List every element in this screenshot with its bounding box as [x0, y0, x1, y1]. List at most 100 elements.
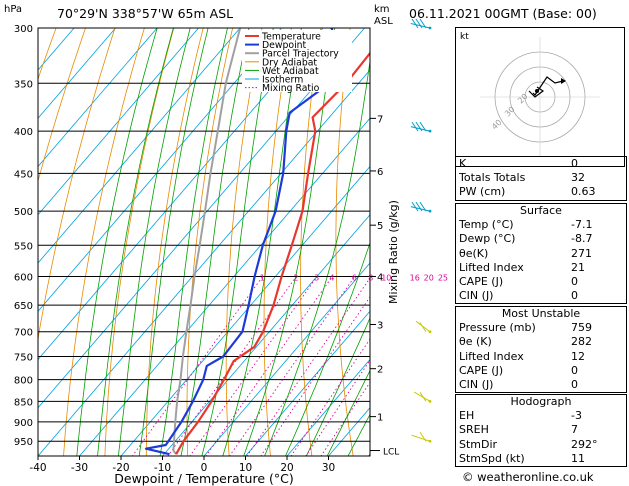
x-tick-label: -20 — [112, 462, 129, 474]
wind-barb-feather — [415, 18, 423, 29]
index-label: Totals Totals — [459, 171, 526, 185]
axes: 1 2 3 4 6 8 10 16 20 2530035040045050055060065070… — [14, 24, 448, 486]
km-tick-label: 7 — [377, 114, 383, 125]
mixing-ratio-label: 2 — [293, 273, 298, 282]
mixing-ratio-label: 20 — [424, 273, 434, 282]
wind-barb-station — [428, 439, 432, 443]
isotherm-line — [162, 214, 370, 456]
x-tick-label: 0 — [201, 462, 208, 474]
isotherm-line — [38, 69, 370, 456]
surface-label: CIN (J) — [459, 289, 494, 303]
hodograph-arrowhead — [561, 78, 566, 84]
location-title: 70°29'N 338°57'W 65m ASL — [57, 6, 234, 21]
surface-value: 271 — [571, 246, 592, 260]
pressure-tick-label: 750 — [14, 352, 33, 363]
mixing-ratio-line — [205, 276, 333, 456]
wind-barb-feather — [415, 201, 423, 212]
hodo-value: -3 — [571, 409, 582, 423]
km-unit-label: km — [374, 4, 390, 15]
surface-table: Surface Temp (°C) -7.1 Dewp (°C) -8.7 θe(K… — [455, 203, 627, 305]
pressure-tick-label: 450 — [14, 169, 33, 180]
pressure-tick-label: 500 — [14, 207, 33, 218]
wind-barb-feather — [419, 392, 427, 402]
isotherm-line — [38, 28, 158, 168]
legend-entry: Parcel Trajectory — [262, 49, 339, 60]
wind-barb-station — [428, 129, 432, 133]
x-tick-label: 10 — [239, 462, 252, 474]
index-label: K — [459, 157, 467, 170]
km-tick-label: 6 — [377, 167, 383, 178]
isotherm-line — [38, 28, 241, 264]
mu-label: CAPE (J) — [459, 363, 504, 377]
hodograph-table: Hodograph EH -3 SREH 7 StmDir 292° StmSpd (… — [455, 394, 627, 468]
hodo-value: 7 — [571, 423, 578, 437]
wind-barb-feather — [419, 18, 427, 29]
mixing-ratio-label: 8 — [368, 273, 373, 282]
isotherm-line — [38, 28, 324, 361]
credit-link[interactable]: © weatheronline.co.uk — [462, 470, 594, 484]
km-tick-label: 5 — [377, 221, 383, 232]
isotherm-line — [286, 358, 370, 456]
x-tick-label: 30 — [322, 462, 335, 474]
surface-label: θe(K) — [459, 246, 489, 260]
legend-box — [242, 30, 352, 92]
wind-barb-feather — [411, 121, 419, 132]
wind-barbs — [410, 18, 432, 443]
x-tick-label: 20 — [280, 462, 293, 474]
mixing-ratio-label: 3 — [314, 273, 319, 282]
pressure-tick-label: 700 — [14, 328, 33, 339]
isotherm-line — [38, 28, 282, 312]
mu-label: CIN (J) — [459, 378, 494, 392]
profiles — [144, 28, 370, 456]
pressure-tick-label: 600 — [14, 272, 33, 283]
isotherm-line — [38, 28, 199, 216]
legend-entry: Wet Adiabat — [262, 66, 319, 77]
dry-adiabat-line — [145, 28, 204, 456]
pressure-tick-label: 900 — [14, 418, 33, 429]
surface-label: CAPE (J) — [459, 275, 504, 289]
mixing-ratio-label: 25 — [438, 273, 448, 282]
mixing-ratio-label: 10 — [381, 273, 391, 282]
hpa-unit-label: hPa — [4, 4, 23, 15]
pressure-tick-label: 550 — [14, 241, 33, 252]
index-value: 0 — [571, 157, 578, 170]
index-label: PW (cm) — [459, 185, 506, 199]
surface-title: Surface — [520, 204, 562, 217]
pressure-tick-label: 300 — [14, 24, 33, 35]
surface-value: -8.7 — [571, 232, 593, 246]
surface-label: Lifted Index — [459, 260, 524, 274]
x-tick-label: -40 — [29, 462, 46, 474]
x-tick-label: -10 — [154, 462, 171, 474]
legend-entry: Temperature — [261, 32, 321, 43]
km-tick-label: 2 — [377, 365, 383, 376]
mu-label: Lifted Index — [459, 349, 524, 363]
mixing-ratio-label: 6 — [352, 273, 357, 282]
hodograph-title: Hodograph — [510, 395, 572, 408]
km-tick-label: 4 — [377, 272, 383, 283]
wind-barb-station — [428, 26, 432, 30]
mixing-ratio-line — [131, 276, 264, 456]
dry-adiabat-line — [403, 28, 437, 460]
hodo-value: 11 — [571, 451, 585, 465]
legend-entry: Isotherm — [262, 75, 303, 86]
most-unstable-title: Most Unstable — [501, 307, 581, 320]
km-tick-label: 1 — [377, 413, 383, 424]
wind-barb-feather — [411, 201, 419, 212]
surface-value: -7.1 — [571, 218, 593, 232]
hodo-label: EH — [459, 409, 475, 423]
hodo-label: SREH — [459, 423, 489, 437]
mu-label: θe (K) — [459, 335, 492, 349]
wind-barb-shaft — [411, 434, 431, 442]
pressure-tick-label: 400 — [14, 127, 33, 138]
x-tick-label: -30 — [71, 462, 88, 474]
mu-value: 0 — [571, 378, 578, 392]
hodograph-trace — [528, 86, 545, 98]
isotherm-line — [120, 165, 370, 456]
hodograph: kt 40 30 20 — [455, 27, 625, 167]
mu-value: 12 — [571, 349, 585, 363]
mu-value: 759 — [571, 321, 592, 335]
wind-barb-feather — [419, 201, 427, 212]
isobars — [38, 27, 370, 442]
hodo-label: StmSpd (kt) — [459, 451, 525, 465]
